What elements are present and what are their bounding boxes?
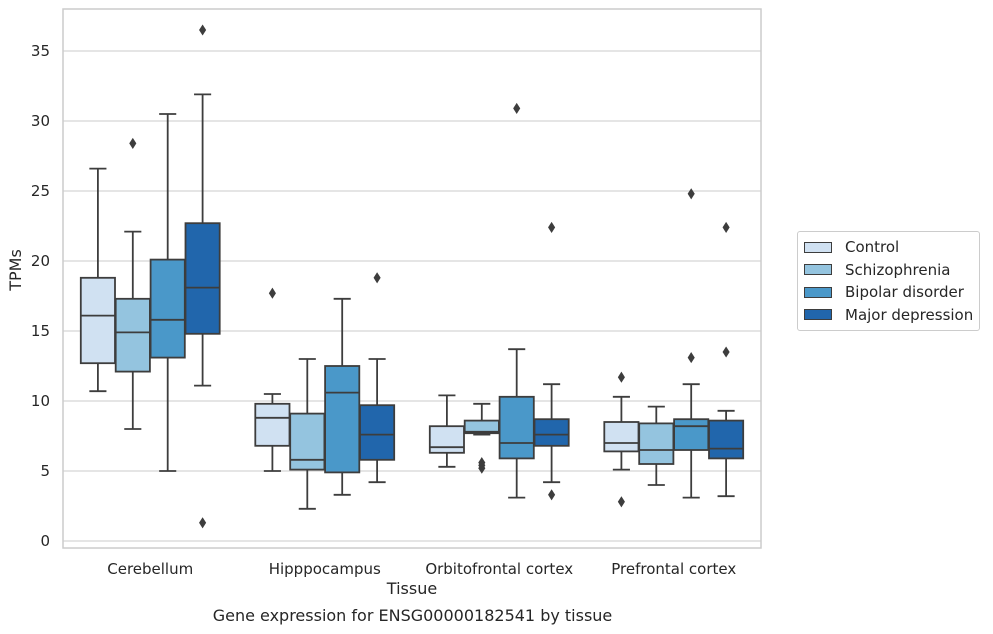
y-axis-title: TPMs	[6, 249, 25, 292]
box-control	[428, 394, 465, 468]
box-control	[603, 371, 640, 508]
box-layer	[79, 24, 745, 529]
y-tick-label: 15	[31, 322, 50, 340]
legend-swatch	[804, 309, 832, 321]
box-bipolar-disorder	[498, 102, 535, 499]
box-bipolar-disorder	[673, 188, 710, 499]
box-body	[533, 418, 570, 447]
outlier-point	[548, 489, 556, 501]
outlier-point	[199, 517, 207, 529]
legend-item: Bipolar disorder	[804, 281, 973, 304]
box-body	[114, 297, 151, 373]
outlier-point	[548, 221, 556, 233]
legend-item: Schizophrenia	[804, 259, 973, 282]
box-bipolar-disorder	[324, 297, 361, 496]
outlier-point	[199, 24, 207, 36]
box-body	[254, 402, 291, 447]
box-body	[498, 395, 535, 460]
box-body	[149, 258, 186, 359]
legend-label: Schizophrenia	[845, 260, 951, 279]
legend-swatch	[804, 264, 832, 276]
x-tick-label: Cerebellum	[107, 560, 193, 578]
box-major-depression	[184, 24, 221, 529]
box-schizophrenia	[114, 137, 151, 430]
box-major-depression	[708, 221, 745, 498]
outlier-point	[617, 371, 625, 383]
outlier-point	[513, 102, 521, 114]
outlier-point	[129, 137, 137, 149]
outlier-point	[722, 346, 730, 358]
legend-item: Control	[804, 236, 973, 259]
x-tick-label: Orbitofrontal cortex	[425, 560, 573, 578]
box-body	[79, 276, 116, 365]
legend-label: Major depression	[845, 305, 974, 324]
outlier-point	[687, 188, 695, 200]
box-body	[324, 365, 361, 474]
y-tick-label: 20	[31, 252, 50, 270]
legend-swatch	[804, 241, 832, 253]
box-schizophrenia	[638, 405, 675, 486]
box-control	[79, 167, 116, 393]
outlier-point	[478, 457, 486, 469]
box-major-depression	[533, 221, 570, 501]
box-schizophrenia	[289, 358, 326, 510]
box-body	[184, 222, 221, 335]
y-tick-label: 5	[40, 462, 50, 480]
plot-frame	[62, 8, 762, 549]
y-tick-label: 30	[31, 112, 50, 130]
box-control	[254, 287, 291, 472]
outlier-point	[687, 352, 695, 364]
y-tick-label: 35	[31, 42, 50, 60]
legend-label: Control	[845, 238, 900, 257]
outlier-point	[268, 287, 276, 299]
box-bipolar-disorder	[149, 113, 186, 472]
y-tick-labels: 0 5 10 15 20 25 30 35	[31, 42, 50, 550]
box-schizophrenia	[463, 402, 500, 474]
legend-item: Major depression	[804, 304, 973, 327]
outlier-point	[373, 272, 381, 284]
box-body	[638, 422, 675, 465]
box-body	[673, 418, 710, 451]
x-tick-labels: Cerebellum Hipppocampus Orbitofrontal cort…	[107, 560, 736, 578]
legend-swatch	[804, 286, 832, 298]
legend-label: Bipolar disorder	[845, 283, 964, 302]
box-body	[359, 404, 396, 461]
x-tick-label: Hipppocampus	[269, 560, 381, 578]
box-body	[428, 425, 465, 454]
x-axis-title: Tissue	[386, 579, 437, 598]
box-body	[289, 412, 326, 471]
outlier-point	[722, 221, 730, 233]
x-tick-label: Prefrontal cortex	[611, 560, 736, 578]
box-body	[603, 421, 640, 453]
y-tick-label: 0	[40, 532, 50, 550]
outlier-point	[617, 496, 625, 508]
chart-caption: Gene expression for ENSG00000182541 by t…	[212, 606, 613, 625]
y-tick-label: 10	[31, 392, 50, 410]
box-major-depression	[359, 272, 396, 484]
legend: Control Schizophrenia Bipolar disorder Majo…	[797, 231, 981, 331]
box-body	[708, 419, 745, 460]
y-tick-label: 25	[31, 182, 50, 200]
